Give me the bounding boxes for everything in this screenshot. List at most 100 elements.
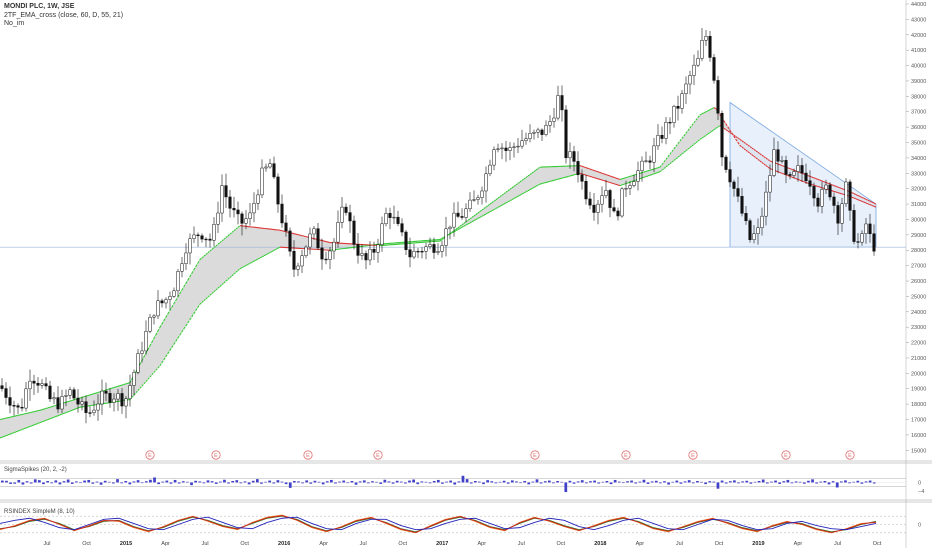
candle-body [657, 135, 660, 146]
ema-fast-line [816, 179, 818, 180]
ema-slow-line [620, 179, 622, 180]
ema-fast-line [74, 409, 76, 410]
sigma-bar [420, 481, 423, 482]
sigma-bar [601, 482, 604, 483]
ema-slow-line [46, 408, 48, 409]
ema-fast-line [822, 181, 824, 182]
candle-body [253, 203, 256, 213]
ema-slow-line [782, 173, 784, 174]
sigma-bar [712, 482, 715, 483]
candle-body [829, 185, 832, 197]
sigma-bar [725, 482, 728, 483]
ema-fast-line [556, 179, 558, 180]
ema-slow-line [616, 178, 618, 179]
candle-body [713, 57, 716, 80]
sigma-bar [462, 476, 465, 483]
ema-fast-line [42, 421, 44, 422]
candle-body [585, 181, 588, 199]
candle-body [141, 351, 144, 354]
candle-body [25, 389, 28, 408]
ema-slow-line [110, 388, 112, 389]
sigma-bar [141, 482, 144, 483]
sigma-bar [729, 481, 732, 482]
price-tick-label: 28000 [911, 248, 926, 254]
price-tick-label: 24000 [911, 310, 926, 316]
sigma-bar [634, 482, 637, 483]
sigma-bar [383, 480, 386, 483]
ema-slow-line [596, 171, 598, 172]
candle-body [153, 316, 156, 317]
ema-slow-line [618, 179, 620, 180]
price-tick-label: 19000 [911, 387, 926, 393]
sigma-bar [733, 480, 736, 482]
candle-body [437, 251, 440, 252]
sigma-bar [795, 481, 798, 482]
sigma-bar [96, 482, 99, 483]
sigma-bar [495, 482, 498, 483]
sigma-bar [182, 481, 185, 482]
sigma-bar [153, 477, 156, 482]
ema-slow-line [116, 386, 118, 387]
ema-fast-line [24, 428, 26, 429]
ema-fast-line [548, 181, 550, 182]
sigma-bar [589, 481, 592, 482]
ema-slow-line [860, 201, 862, 202]
sigma-bar [174, 480, 177, 483]
price-tick-label: 38000 [911, 94, 926, 100]
candle-body [329, 251, 332, 260]
ema-slow-line [92, 394, 94, 395]
candle-body [629, 185, 632, 188]
candle-body [749, 221, 752, 240]
time-tick-label: Oct [873, 541, 882, 547]
candle-body [297, 266, 300, 269]
candle-body [613, 208, 616, 211]
ema-slow-line [862, 201, 864, 202]
sigma-bar [478, 482, 481, 483]
candle-body [685, 84, 688, 94]
sigma-bar [128, 482, 131, 484]
candle-body [705, 36, 708, 40]
ema-fast-line [618, 185, 620, 186]
sigma-bar [791, 482, 794, 483]
candle-body [849, 182, 852, 210]
sigma-bar [215, 482, 218, 483]
candle-body [125, 399, 128, 406]
ema-slow-line [598, 172, 600, 173]
sigma-bar [470, 482, 473, 483]
sigma-bar [392, 482, 395, 483]
ema-slow-line [112, 388, 114, 389]
candle-body [661, 135, 664, 138]
sigma-bar [54, 480, 57, 482]
candle-body [825, 185, 828, 189]
sigma-bar [482, 482, 485, 484]
sigma-bar [532, 482, 535, 483]
ema-fast-line [608, 182, 610, 183]
price-tick-label: 40000 [911, 64, 926, 70]
sigma-bar [297, 481, 300, 482]
candle-body [261, 168, 264, 195]
time-tick-label: 2016 [278, 541, 290, 547]
sigma-bar [466, 479, 469, 482]
ema-slow-line [580, 166, 582, 167]
sigma-bar [252, 481, 255, 483]
sigma-bar [721, 481, 724, 483]
sigma-bar [219, 482, 222, 483]
sigma-bar [412, 480, 415, 483]
candle-body [453, 213, 456, 227]
candle-body [181, 264, 184, 272]
sigma-bar [108, 482, 111, 483]
sigma-bar [186, 482, 189, 483]
sigma-bar [503, 481, 506, 483]
candle-body [405, 232, 408, 250]
sigma-bar [552, 482, 555, 483]
sigma-bar [453, 482, 456, 484]
candle-body [525, 139, 528, 141]
candle-body [633, 182, 636, 186]
candle-body [357, 244, 360, 255]
candle-body [445, 229, 448, 246]
candle-body [737, 189, 740, 197]
ema-slow-line [818, 187, 820, 188]
candle-body [641, 161, 644, 171]
price-tick-label: 31000 [911, 202, 926, 208]
